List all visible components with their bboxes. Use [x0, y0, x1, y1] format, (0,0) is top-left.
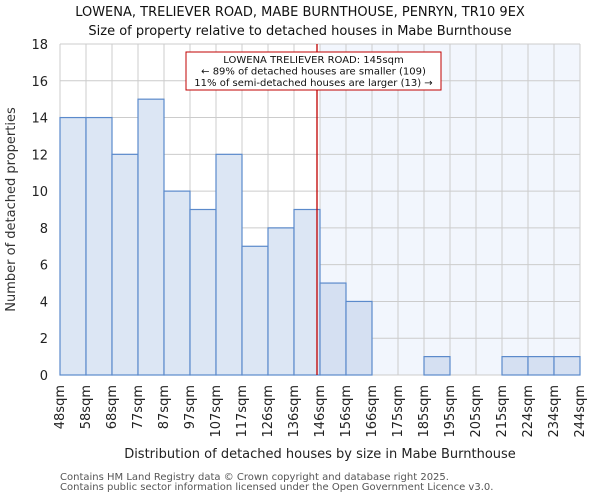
y-tick-label: 2: [40, 332, 48, 347]
x-tick-label: 126sqm: [261, 385, 276, 438]
annotation-text-line: LOWENA TRELIEVER ROAD: 145sqm: [223, 55, 403, 66]
histogram-bar: [319, 282, 347, 376]
chart-subtitle: Size of property relative to detached ho…: [88, 24, 512, 39]
y-tick-label: 12: [31, 148, 48, 163]
x-tick-label: 166sqm: [365, 385, 380, 438]
histogram-bar: [163, 190, 191, 376]
histogram-bar: [59, 116, 87, 376]
annotation-box: [185, 51, 442, 91]
x-tick-label: 195sqm: [443, 385, 458, 438]
histogram-bar: [345, 300, 373, 376]
histogram-bar: [111, 153, 139, 376]
x-tick-label: 136sqm: [287, 385, 302, 438]
histogram-bar: [215, 153, 243, 376]
histogram-bar: [553, 356, 581, 376]
x-tick-label: 48sqm: [53, 385, 68, 429]
histogram-bar: [189, 208, 217, 376]
y-tick-label: 8: [40, 222, 48, 237]
x-tick-label: 205sqm: [469, 385, 484, 438]
x-tick-label: 97sqm: [183, 385, 198, 429]
y-tick-label: 6: [40, 259, 48, 274]
x-tick-label: 215sqm: [495, 385, 510, 438]
x-tick-label: 58sqm: [79, 385, 94, 429]
y-tick-label: 4: [40, 295, 48, 310]
histogram-bar: [85, 116, 113, 376]
y-axis-label: Number of detached properties: [4, 107, 19, 312]
x-tick-label: 185sqm: [417, 385, 432, 438]
histogram-bar: [241, 245, 269, 376]
chart-title: LOWENA, TRELIEVER ROAD, MABE BURNTHOUSE,…: [75, 5, 525, 20]
histogram-bar: [267, 227, 295, 376]
x-tick-label: 87sqm: [157, 385, 172, 429]
y-tick-label: 0: [40, 369, 48, 384]
y-tick-label: 16: [31, 75, 48, 90]
x-tick-label: 156sqm: [339, 385, 354, 438]
footer-licence: Contains public sector information licen…: [60, 482, 494, 493]
annotation-text-line: 11% of semi-detached houses are larger (…: [194, 78, 432, 89]
histogram-bar: [137, 98, 165, 376]
x-tick-label: 68sqm: [105, 385, 120, 429]
histogram-bar: [423, 356, 451, 376]
y-tick-label: 18: [31, 38, 48, 53]
x-tick-label: 234sqm: [547, 385, 562, 438]
histogram-bar: [501, 356, 529, 376]
x-tick-label: 146sqm: [313, 385, 328, 438]
x-tick-label: 77sqm: [131, 385, 146, 429]
x-tick-label: 224sqm: [521, 385, 536, 438]
x-tick-label: 107sqm: [209, 385, 224, 438]
y-tick-label: 14: [31, 112, 48, 127]
x-tick-label: 244sqm: [573, 385, 588, 438]
y-tick-label: 10: [31, 185, 48, 200]
x-tick-label: 175sqm: [391, 385, 406, 438]
x-axis-label: Distribution of detached houses by size …: [124, 447, 516, 462]
histogram-bar: [527, 356, 555, 376]
annotation-text-line: ← 89% of detached houses are smaller (10…: [201, 67, 426, 78]
histogram-bar: [293, 208, 321, 376]
x-tick-label: 117sqm: [235, 385, 250, 438]
footer-copyright: Contains HM Land Registry data © Crown c…: [60, 472, 449, 483]
